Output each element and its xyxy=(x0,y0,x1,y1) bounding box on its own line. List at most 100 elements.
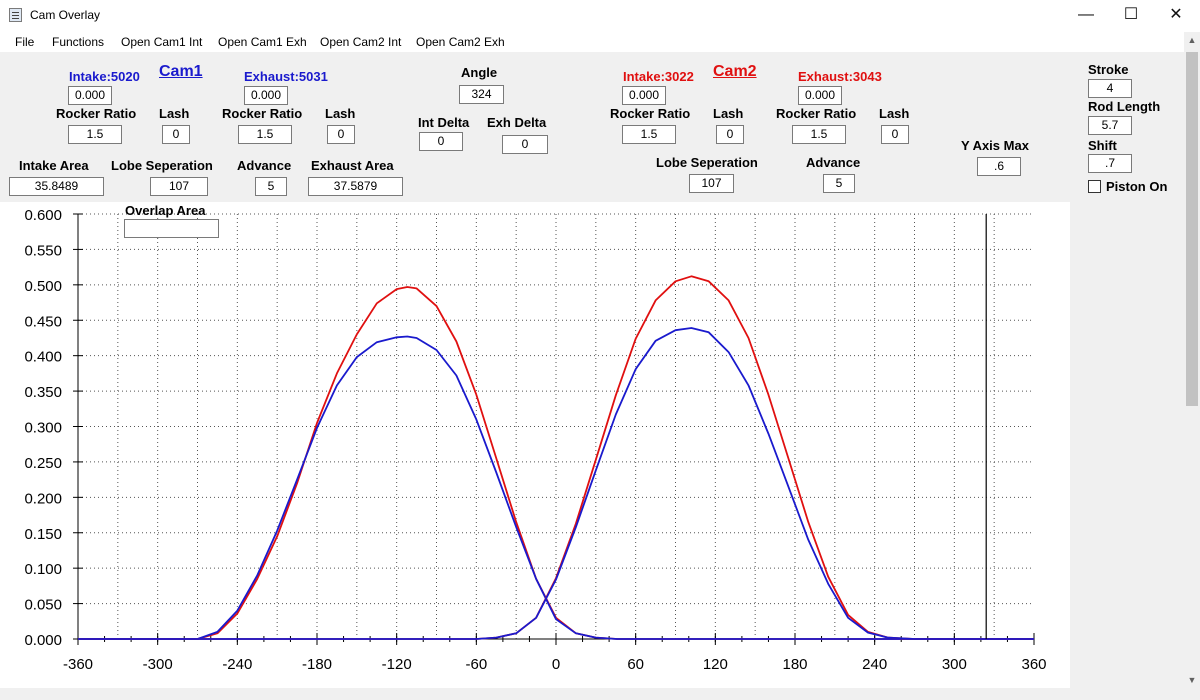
menu-functions[interactable]: Functions xyxy=(52,35,105,49)
y-axis-max-input[interactable]: .6 xyxy=(977,157,1021,176)
overlap-area-label: Overlap Area xyxy=(125,203,206,218)
menu-bar: File Functions Open Cam1 Int Open Cam1 E… xyxy=(0,32,1184,52)
exh-delta-label: Exh Delta xyxy=(487,115,547,130)
cam2-exhaust-lash-label: Lash xyxy=(879,106,910,121)
cam1-advance-input[interactable]: 5 xyxy=(255,177,287,196)
y-tick-label: 0.450 xyxy=(24,313,62,330)
cam2-exhaust-label: Exhaust:3043 xyxy=(798,69,882,84)
cam1-exhaust-rocker-ratio-input[interactable]: 1.5 xyxy=(238,125,292,144)
cam1-intake-value[interactable]: 0.000 xyxy=(68,86,112,105)
int-delta-input[interactable]: 0 xyxy=(419,132,463,151)
y-tick-label: 0.100 xyxy=(24,561,62,578)
cam1-advance-label: Advance xyxy=(237,158,292,173)
x-tick-label: 120 xyxy=(703,656,728,673)
vertical-scroll-thumb[interactable] xyxy=(1186,52,1198,406)
cam2-advance-input[interactable]: 5 xyxy=(823,174,855,193)
cam2-intake-label: Intake:3022 xyxy=(623,69,694,84)
stroke-label: Stroke xyxy=(1088,62,1129,77)
piston-on-label: Piston On xyxy=(1106,179,1168,194)
angle-input[interactable]: 324 xyxy=(459,85,504,104)
chart-axes: -360 -300 -240 -180 -120 -60 0 60 120 180 240 300 36… xyxy=(24,207,1046,673)
cam1-intake-label: Intake:5020 xyxy=(69,69,140,84)
y-tick-label: 0.550 xyxy=(24,242,62,259)
minimize-button[interactable]: — xyxy=(1078,6,1094,23)
y-tick-label: 0.600 xyxy=(24,207,62,224)
cam1-intake-lash-label: Lash xyxy=(159,106,190,121)
piston-on-checkbox[interactable] xyxy=(1088,180,1101,193)
exhaust-area-value[interactable]: 37.5879 xyxy=(308,177,403,196)
x-tick-label: 180 xyxy=(782,656,807,673)
x-tick-label: -360 xyxy=(63,656,93,673)
shift-label: Shift xyxy=(1088,138,1117,153)
menu-open-cam1-int[interactable]: Open Cam1 Int xyxy=(121,35,203,49)
x-tick-label: 240 xyxy=(862,656,887,673)
cam2-intake-lash-input[interactable]: 0 xyxy=(716,125,744,144)
intake-area-value[interactable]: 35.8489 xyxy=(9,177,104,196)
intake-area-label: Intake Area xyxy=(19,158,89,173)
cam2-exhaust-value[interactable]: 0.000 xyxy=(798,86,842,105)
y-tick-label: 0.500 xyxy=(24,278,62,295)
cam1-title-link[interactable]: Cam1 xyxy=(159,63,203,80)
shift-input[interactable]: .7 xyxy=(1088,154,1132,173)
lift-chart-svg: -360 -300 -240 -180 -120 -60 0 60 120 180 240 300 36… xyxy=(24,207,1046,673)
cam1-exhaust-lash-input[interactable]: 0 xyxy=(327,125,355,144)
lift-chart: -360 -300 -240 -180 -120 -60 0 60 120 180 240 300 36… xyxy=(0,202,1070,688)
cam1-exhaust-rocker-ratio-label: Rocker Ratio xyxy=(222,106,303,121)
close-button[interactable]: ✕ xyxy=(1169,6,1183,23)
scroll-down-icon[interactable]: ▼ xyxy=(1187,675,1197,685)
cam1-exhaust-label: Exhaust:5031 xyxy=(244,69,328,84)
cam1-intake-lash-input[interactable]: 0 xyxy=(162,125,190,144)
cam2-lobe-sep-label: Lobe Seperation xyxy=(656,155,758,170)
vertical-scrollbar[interactable]: ▲ ▼ xyxy=(1184,32,1200,688)
y-tick-label: 0.400 xyxy=(24,349,62,366)
exh-delta-input[interactable]: 0 xyxy=(502,135,548,154)
y-axis-max-label: Y Axis Max xyxy=(961,138,1029,153)
y-tick-label: 0.300 xyxy=(24,420,62,437)
x-tick-label: -120 xyxy=(382,656,412,673)
cam1-lobe-sep-input[interactable]: 107 xyxy=(150,177,208,196)
cam1-intake-rocker-ratio-input[interactable]: 1.5 xyxy=(68,125,122,144)
lift-curve xyxy=(78,327,1034,640)
y-tick-label: 0.150 xyxy=(24,526,62,543)
cam1-intake-rocker-ratio-label: Rocker Ratio xyxy=(56,106,137,121)
x-tick-label: -60 xyxy=(465,656,487,673)
y-tick-label: 0.000 xyxy=(24,632,62,649)
x-tick-label: 0 xyxy=(552,656,560,673)
x-tick-label: -180 xyxy=(302,656,332,673)
rod-length-input[interactable]: 5.7 xyxy=(1088,116,1132,135)
scroll-up-icon[interactable]: ▲ xyxy=(1187,35,1197,45)
y-tick-label: 0.050 xyxy=(24,597,62,614)
menu-open-cam1-exh[interactable]: Open Cam1 Exh xyxy=(218,35,307,49)
overlap-area-value[interactable] xyxy=(124,219,219,238)
cam2-advance-label: Advance xyxy=(806,155,861,170)
cam2-intake-rocker-ratio-label: Rocker Ratio xyxy=(610,106,691,121)
cam2-exhaust-lash-input[interactable]: 0 xyxy=(881,125,909,144)
cam1-exhaust-value[interactable]: 0.000 xyxy=(244,86,288,105)
app-document-icon xyxy=(9,8,22,22)
int-delta-label: Int Delta xyxy=(418,115,470,130)
title-bar: Cam Overlay — ☐ ✕ xyxy=(0,0,1200,32)
angle-label: Angle xyxy=(461,65,498,80)
menu-open-cam2-int[interactable]: Open Cam2 Int xyxy=(320,35,402,49)
cam2-lobe-sep-input[interactable]: 107 xyxy=(689,174,734,193)
cam2-intake-value[interactable]: 0.000 xyxy=(622,86,666,105)
window-title: Cam Overlay xyxy=(30,8,101,22)
cam2-exhaust-rocker-ratio-input[interactable]: 1.5 xyxy=(792,125,846,144)
x-tick-label: -300 xyxy=(143,656,173,673)
y-tick-label: 0.200 xyxy=(24,490,62,507)
cam1-exhaust-lash-label: Lash xyxy=(325,106,356,121)
cam2-title-link[interactable]: Cam2 xyxy=(713,63,757,80)
chart-grid xyxy=(78,213,1034,639)
x-tick-label: 300 xyxy=(942,656,967,673)
menu-file[interactable]: File xyxy=(15,35,35,49)
rod-length-label: Rod Length xyxy=(1088,99,1161,114)
x-tick-label: 60 xyxy=(627,656,644,673)
cam2-intake-rocker-ratio-input[interactable]: 1.5 xyxy=(622,125,676,144)
x-tick-label: 360 xyxy=(1021,656,1046,673)
y-tick-label: 0.250 xyxy=(24,455,62,472)
stroke-input[interactable]: 4 xyxy=(1088,79,1132,98)
horizontal-scrollbar[interactable] xyxy=(0,688,1184,700)
cam2-intake-lash-label: Lash xyxy=(713,106,744,121)
maximize-button[interactable]: ☐ xyxy=(1123,6,1139,23)
menu-open-cam2-exh[interactable]: Open Cam2 Exh xyxy=(416,35,505,49)
